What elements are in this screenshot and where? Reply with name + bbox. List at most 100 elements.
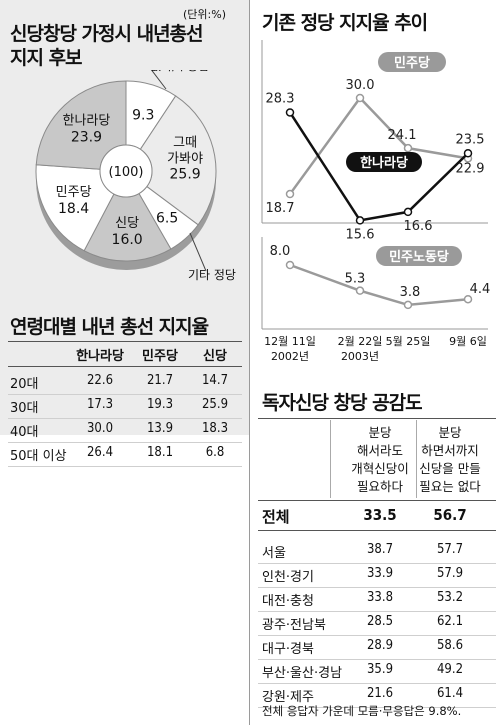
sympathy-header-line: 필요는 없다 [419,479,481,494]
age-table-header: 한나라당 [76,349,124,364]
table-rule [258,707,496,708]
table-rule [258,500,496,501]
trend-x-label: 2003년 [341,350,379,363]
trend-chart: 18.7 30.0 24.1 22.9 민주당 28.3 15.6 16.6 23.5 한나라당 8… [261,40,490,363]
trend-point [463,294,473,304]
trend-series-name: 민주노동당 [389,249,449,265]
trend-point [463,149,473,158]
trend-point [403,207,413,217]
trend-series-name: 민주당 [394,55,430,71]
age-table-cell: 30.0 [86,421,114,436]
sympathy-header-line: 분당 [438,425,462,440]
table-rule [8,394,242,395]
pie-slice-label: 민주당 [56,185,92,200]
sympathy-title: 독자신당 창당 공감도 [262,392,423,414]
age-table-header: 민주당 [142,349,178,364]
trend-point [403,300,413,310]
age-table-row-label: 20대 [10,377,39,392]
age-table-row-label: 50대 이상 [10,449,67,464]
trend-value-label: 5.3 [345,272,366,287]
trend-x-label: 2002년 [271,350,309,363]
table-rule [258,587,496,588]
sympathy-cell: 57.9 [436,566,464,581]
trend-x-label: 2월 22일 [338,334,383,348]
table-rule [258,611,496,612]
trend-value-label: 16.6 [404,219,433,234]
age-table-cell: 18.3 [201,421,229,436]
trend-point [285,108,295,117]
sympathy-cell: 38.7 [366,542,394,557]
trend-series-line [289,263,469,307]
pie-leader-line [150,70,167,90]
trend-point [403,143,413,153]
sympathy-cell: 28.5 [366,614,394,629]
sympathy-row-label: 인천·경기 [262,570,314,585]
trend-point [355,93,365,103]
sympathy-cell: 28.9 [366,638,394,653]
sympathy-header-line: 필요하다 [356,479,404,494]
pie-slice-label: 신당 [115,216,139,231]
sympathy-footnote: 전체 응답자 가운데 모름·무응답은 9.8%. [262,704,462,718]
sympathy-row-label: 부산·울산·경남 [262,666,343,681]
pie-center-hole [99,144,153,198]
pie-leader-line [189,232,207,272]
sympathy-cell: 61.4 [436,686,464,701]
sympathy-row-label: 전체 [262,508,290,526]
age-table-header: 신당 [203,349,227,364]
table-rule [8,341,242,342]
trend-series-line [288,96,469,195]
table-rule [8,466,242,467]
pie-slice-label: 그때 [173,136,197,151]
sympathy-cell: 33.5 [363,506,397,524]
trend-point [355,216,365,225]
trend-value-label: 24.1 [388,128,417,143]
table-rule [258,530,496,531]
sympathy-row-label: 광주·전남북 [262,618,326,633]
pie-slice-label: 가봐야 [167,152,203,167]
trend-value-label: 18.7 [266,201,295,216]
sympathy-cell: 58.6 [436,638,464,653]
age-table-cell: 6.8 [205,445,225,460]
trend-series-tag [346,152,422,172]
sympathy-cell: 62.1 [436,614,464,629]
trend-series-tag [378,52,446,72]
age-table: 한나라당 민주당 신당 20대 22.6 21.7 14.7 30대 17.3 19.3 25.9 4… [0,0,249,467]
age-table-cell: 26.4 [86,445,114,460]
trend-series-name: 한나라당 [360,155,408,171]
table-rule [258,418,496,419]
age-table-row-label: 40대 [10,425,39,440]
sympathy-row-label: 강원·제주 [262,690,314,705]
panel-divider [249,0,250,725]
age-table-cell: 17.3 [86,397,114,412]
pie-value-label: 18.4 [58,201,89,217]
sympathy-row-label: 서울 [262,546,286,561]
trend-x-label: 9월 6일 [449,334,487,348]
sympathy-header-line: 신당을 만들 [419,461,481,476]
pie-slice-label: 한나라당 [63,114,111,129]
sympathy-row-label: 대전·충청 [262,594,314,609]
sympathy-header-line: 분당 [368,425,392,440]
age-table-cell: 13.9 [146,421,174,436]
age-table-cell: 14.7 [201,373,229,388]
pie-slice-label: 없다/무응답 [150,70,209,73]
sympathy-cell: 21.6 [366,686,394,701]
trend-point [355,286,365,295]
trend-value-label: 30.0 [346,78,375,93]
pie-value-label: 25.9 [170,167,201,183]
sympathy-cell: 53.2 [436,590,464,605]
trend-value-label: 28.3 [266,91,295,106]
age-table-cell: 18.1 [146,445,174,460]
table-rule [8,442,242,443]
age-table-cell: 19.3 [146,397,174,412]
sympathy-header-line: 해서라도 [356,443,404,458]
sympathy-cell: 33.9 [366,566,394,581]
pie-title-line2: 지지 후보 [10,47,83,69]
pie-value-label: 16.0 [112,232,143,248]
pie-value-label: 6.5 [156,210,178,226]
table-rule [258,683,496,684]
age-table-title: 연령대별 내년 총선 지지율 [10,316,209,338]
sympathy-cell: 35.9 [366,662,394,677]
table-rule [8,366,242,367]
sympathy-cell: 56.7 [433,506,467,524]
